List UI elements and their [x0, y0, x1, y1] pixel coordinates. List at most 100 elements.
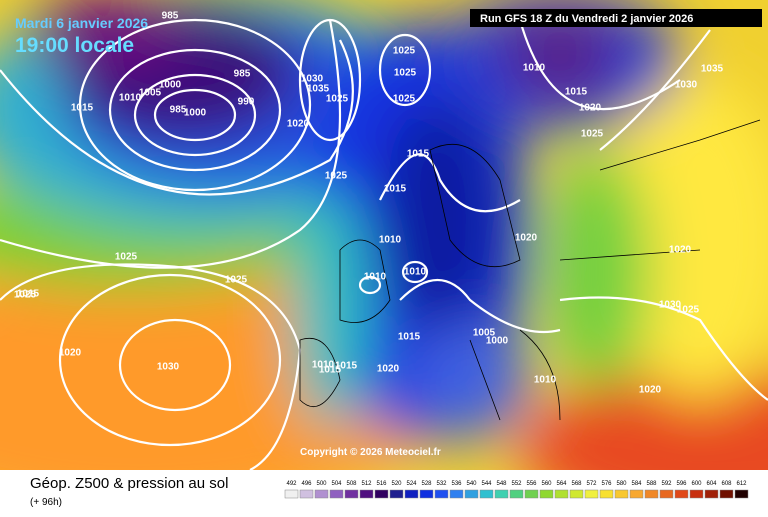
- legend-swatch: [329, 489, 344, 499]
- legend-swatch: [494, 489, 509, 499]
- legend-swatch: [689, 489, 704, 499]
- legend-swatch: [704, 489, 719, 499]
- legend-swatch: [644, 489, 659, 499]
- isobar-label: 1015: [407, 149, 430, 160]
- isobar-label: 985: [234, 69, 251, 80]
- legend-swatch: [374, 489, 389, 499]
- legend-label: 600: [691, 481, 702, 487]
- isobar-label: 1000: [159, 80, 182, 91]
- legend-label: 536: [451, 481, 462, 487]
- isobar-label: 1010: [534, 375, 557, 386]
- legend-label: 512: [361, 481, 372, 487]
- isobar-label: 1025: [581, 129, 604, 140]
- legend-label: 504: [331, 481, 342, 487]
- legend-swatch: [434, 489, 449, 499]
- legend-label: 608: [721, 481, 732, 487]
- isobar-label: 1030: [157, 362, 180, 373]
- isobar-label: 1015: [335, 361, 358, 372]
- legend-label: 516: [376, 481, 387, 487]
- legend-label: 496: [301, 481, 312, 487]
- isobar-label: 1025: [225, 275, 248, 286]
- legend-label: 540: [466, 481, 477, 487]
- legend-swatch: [464, 489, 479, 499]
- isobar-label: 1010: [404, 267, 427, 278]
- legend-label: 528: [421, 481, 432, 487]
- isobar-label: 1010: [364, 272, 387, 283]
- legend-swatch: [719, 489, 734, 499]
- isobar-label: 1035: [701, 64, 724, 75]
- legend-label: 552: [511, 481, 522, 487]
- legend-swatch: [629, 489, 644, 499]
- isobar-label: 1020: [579, 103, 602, 114]
- isobar-label: 1010: [312, 360, 335, 371]
- legend-label: 592: [661, 481, 672, 487]
- legend-label: 560: [541, 481, 552, 487]
- run-box: [470, 9, 762, 27]
- isobar-label: 1025: [325, 171, 348, 182]
- legend-label: 588: [646, 481, 657, 487]
- isobar-label: 985: [162, 11, 179, 22]
- legend-label: 544: [481, 481, 492, 487]
- legend-swatch: [584, 489, 599, 499]
- legend-swatch: [479, 489, 494, 499]
- isobar-label: 1020: [287, 119, 310, 130]
- legend-swatch: [569, 489, 584, 499]
- legend-label: 520: [391, 481, 402, 487]
- run: Run GFS 18 Z du Vendredi 2 janvier 2026: [480, 13, 693, 25]
- legend: 492 496 500 504 508 512 516 520 524 528 532 536 540 5…: [284, 481, 749, 499]
- isobar-label: 1025: [14, 290, 37, 301]
- legend-swatch: [674, 489, 689, 499]
- date: Mardi 6 janvier 2026: [15, 15, 148, 31]
- isobar-label: 1030: [301, 74, 324, 85]
- isobar-label: 1020: [669, 245, 692, 256]
- isobar-label: 1000: [184, 108, 207, 119]
- footer-lead: (+ 96h): [30, 497, 62, 508]
- legend-swatch: [449, 489, 464, 499]
- isobar-label: 1005: [139, 88, 162, 99]
- isobar-label: 1010: [379, 235, 402, 246]
- legend-label: 576: [601, 481, 612, 487]
- legend-swatch: [389, 489, 404, 499]
- isobar-label: 985: [170, 105, 187, 116]
- footer-title: Géop. Z500 & pression au sol: [30, 475, 228, 492]
- legend-label: 568: [571, 481, 582, 487]
- isobar-label: 1030: [675, 80, 698, 91]
- isobar-label: 1025: [393, 46, 416, 57]
- coastlines: [299, 119, 761, 421]
- legend-label: 584: [631, 481, 642, 487]
- legend-label: 492: [286, 481, 297, 487]
- isobar-label: 1000: [486, 336, 509, 347]
- legend-swatch: [359, 489, 374, 499]
- time: 19:00 locale: [15, 34, 134, 57]
- legend-label: 612: [736, 481, 747, 487]
- isobar-label: 1035: [307, 84, 330, 95]
- isobar-label: 1015: [398, 332, 421, 343]
- isobar-label: 1015: [71, 103, 94, 114]
- isobar-label: 1020: [639, 385, 662, 396]
- isobar-label: 1015: [565, 87, 588, 98]
- isobar-label: 1010: [119, 93, 142, 104]
- legend-swatch: [614, 489, 629, 499]
- isobar-label: 1030: [659, 300, 682, 311]
- legend-label: 596: [676, 481, 687, 487]
- isobar-label: 1025: [326, 94, 349, 105]
- isobar-label: 1025: [115, 252, 138, 263]
- isobar-labels: 9851000985101010051000985990101510301035…: [14, 11, 724, 396]
- isobar-label: 1015: [319, 365, 342, 376]
- isobar-label: 1020: [377, 364, 400, 375]
- isobar-label: 1015: [17, 289, 40, 300]
- legend-label: 564: [556, 481, 567, 487]
- legend-swatch: [599, 489, 614, 499]
- legend-swatch: [509, 489, 524, 499]
- legend-swatch: [314, 489, 329, 499]
- legend-swatch: [734, 489, 749, 499]
- isobar-label: 1020: [59, 348, 82, 359]
- legend-swatch: [284, 489, 299, 499]
- isobar-label: 990: [238, 97, 255, 108]
- legend-label: 572: [586, 481, 597, 487]
- isobar-label: 1025: [677, 305, 700, 316]
- legend-swatch: [299, 489, 314, 499]
- legend-label: 604: [706, 481, 717, 487]
- legend-label: 500: [316, 481, 327, 487]
